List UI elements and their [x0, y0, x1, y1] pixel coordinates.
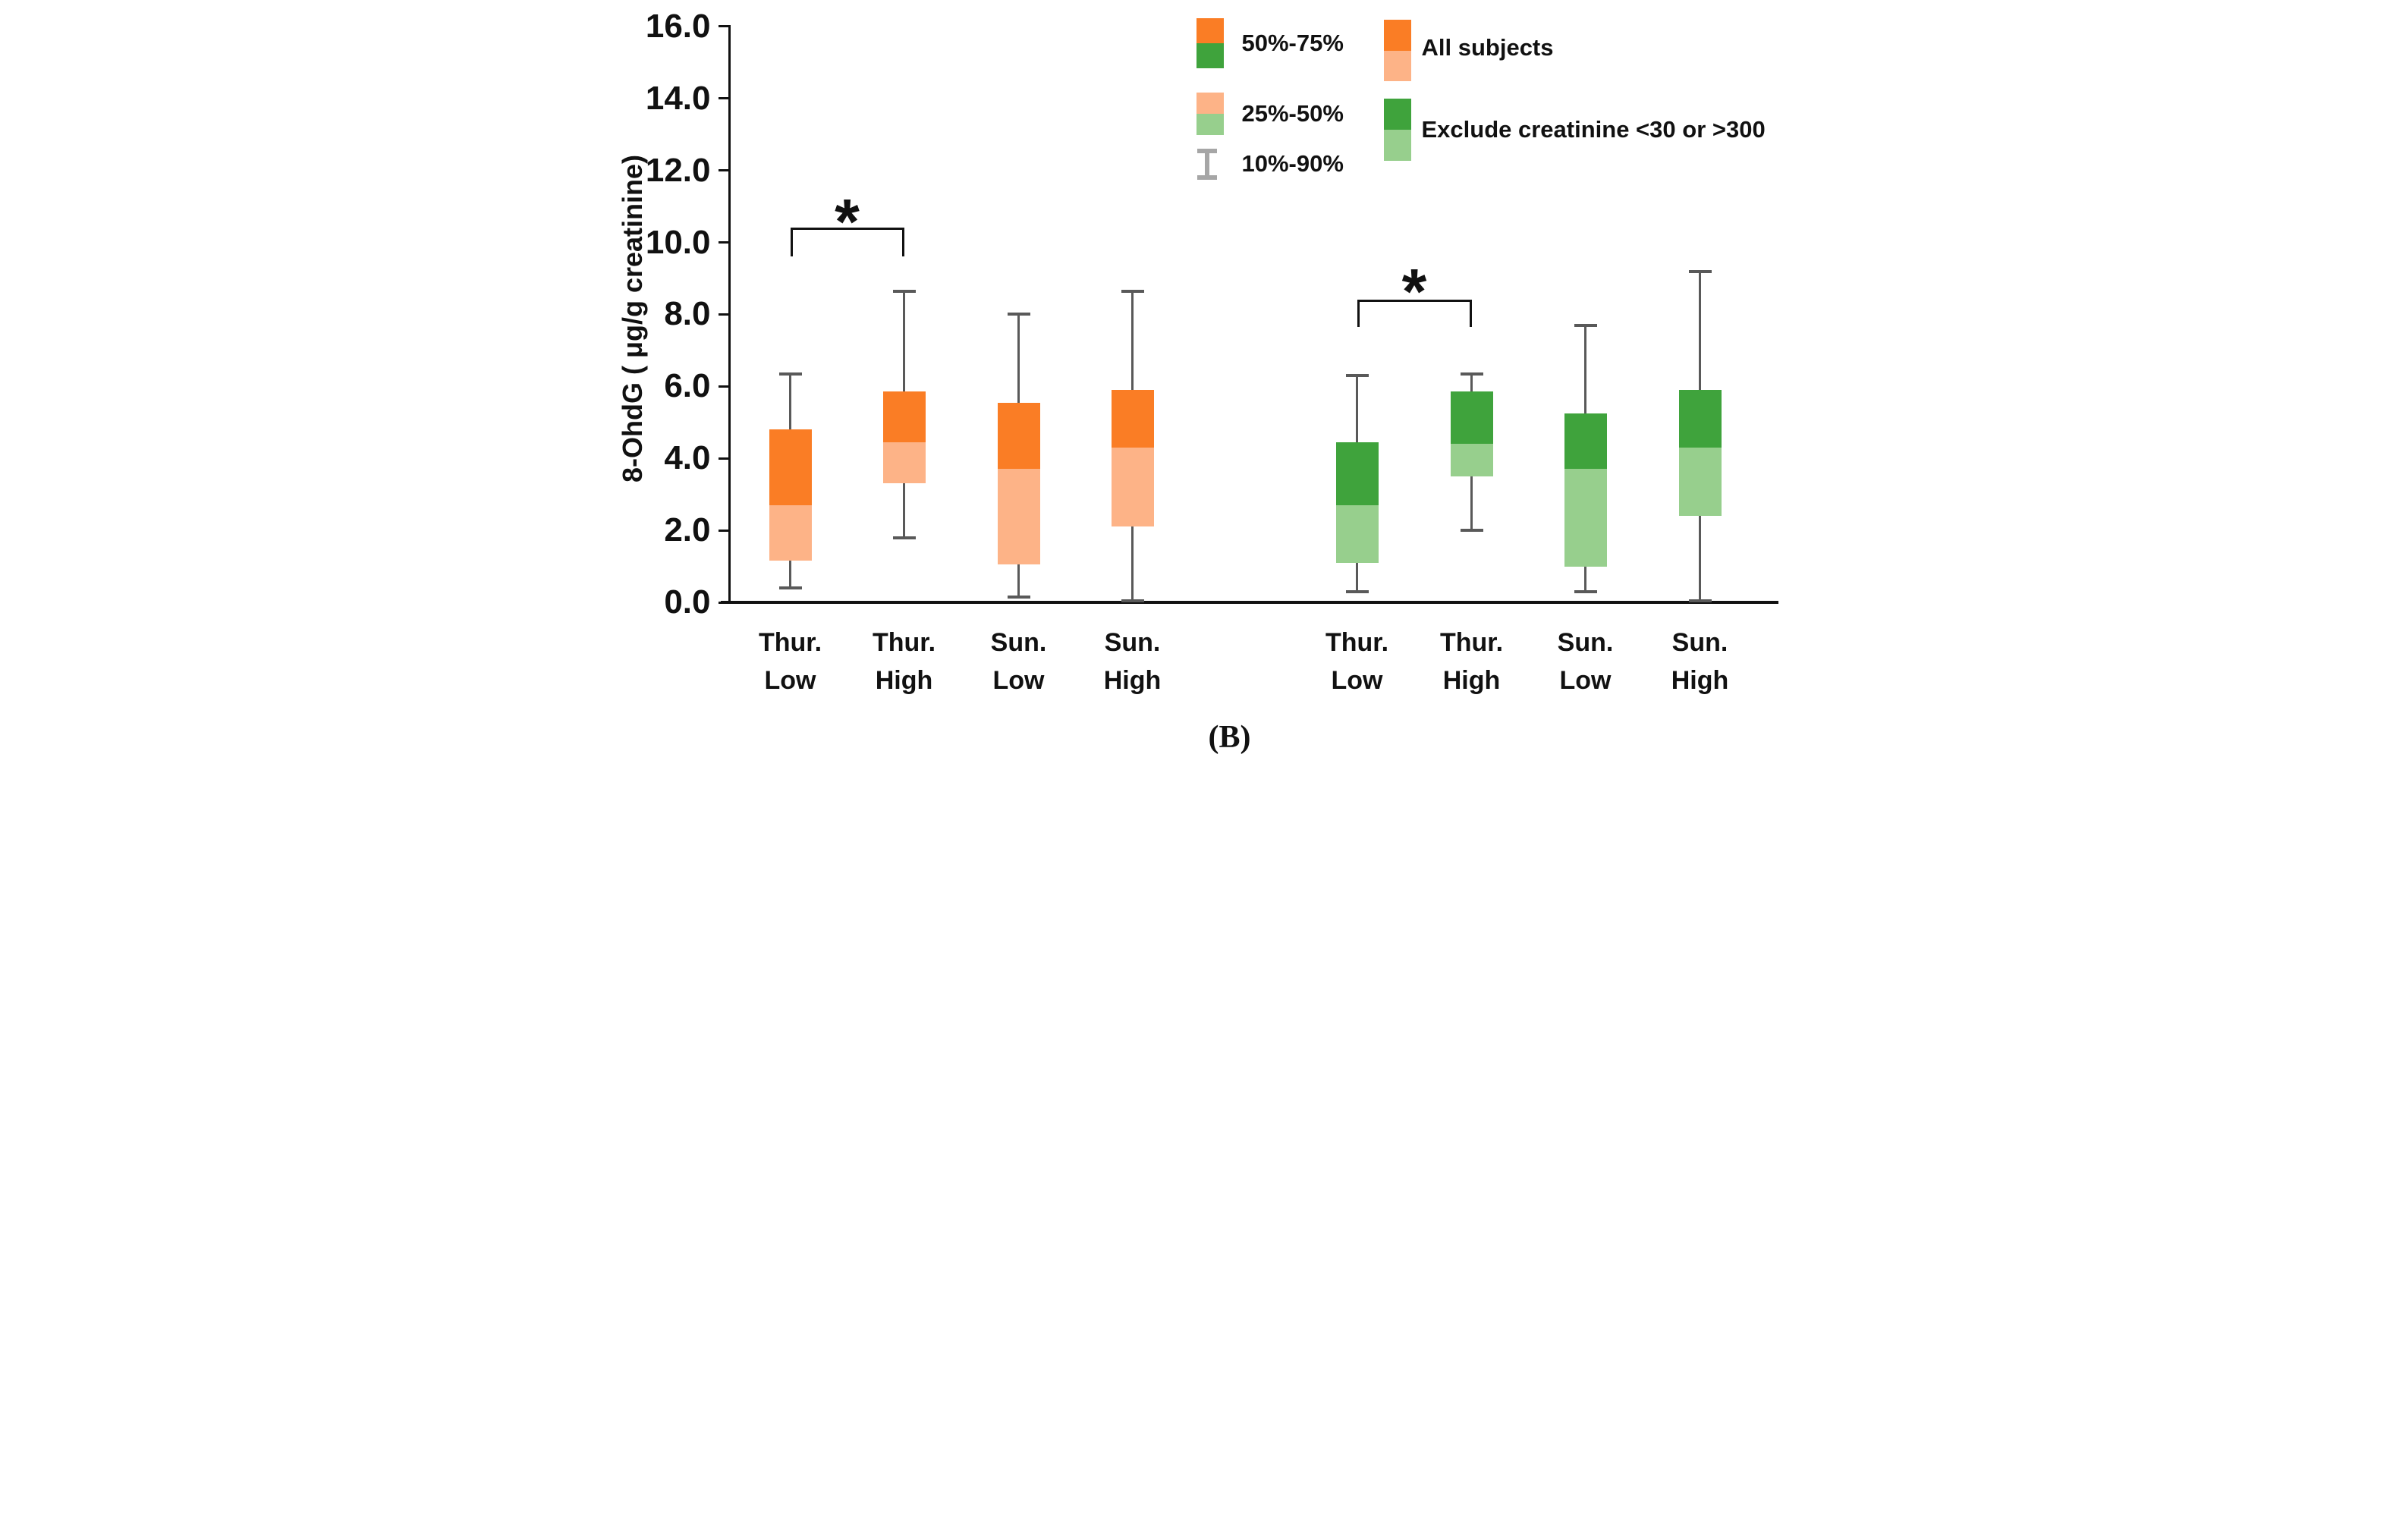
- whisker-cap-p90: [1574, 323, 1597, 327]
- y-tick-label: 16.0: [645, 7, 711, 45]
- x-tick-label-all-subjects-sun-high: Sun. High: [1103, 628, 1162, 695]
- y-tick-label: 14.0: [645, 79, 711, 117]
- box-segment-50-75: [882, 391, 926, 442]
- whisker-cap-p10: [892, 536, 916, 539]
- whisker-cap-p10: [1121, 599, 1144, 602]
- y-tick-mark: [718, 457, 728, 460]
- legend-label: 50%-75%: [1241, 30, 1344, 56]
- legend-series-label: Exclude creatinine <30 or >300: [1421, 116, 1766, 143]
- y-tick-label: 4.0: [664, 439, 711, 477]
- box-segment-50-75: [1111, 390, 1154, 448]
- bracket-left-drop: [790, 228, 793, 256]
- box-segment-50-75: [769, 429, 812, 505]
- box-segment-50-75: [1564, 413, 1607, 470]
- y-tick-label: 8.0: [664, 295, 711, 333]
- box-segment-25-50: [1111, 448, 1154, 527]
- figure-caption: (B): [1208, 720, 1251, 755]
- legend-swatch-bottom: [1196, 43, 1224, 68]
- legend-swatch-top: [1383, 20, 1411, 51]
- whisker-cap-p90: [892, 289, 916, 293]
- bracket-right-drop: [1469, 300, 1472, 327]
- whisker-cap-p90: [778, 372, 802, 376]
- whisker-cap-p90: [1345, 374, 1369, 378]
- x-tick-label-exclude-creatinine-30-or-300-sun-low: Sun. Low: [1557, 628, 1614, 695]
- legend-swatch-bottom: [1196, 114, 1224, 135]
- whisker-cap-p90: [1007, 313, 1030, 316]
- x-tick-label-exclude-creatinine-30-or-300-thur-high: Thur. High: [1439, 628, 1504, 695]
- legend-whisker-cap-top: [1196, 149, 1217, 153]
- whisker-cap-p10: [1345, 589, 1369, 593]
- box-segment-50-75: [1335, 442, 1379, 505]
- x-tick-label-exclude-creatinine-30-or-300-thur-low: Thur. Low: [1325, 628, 1389, 695]
- box-segment-25-50: [997, 469, 1040, 565]
- box-segment-50-75: [1450, 391, 1493, 445]
- bracket-horizontal: [790, 228, 904, 230]
- legend-swatch-bottom: [1383, 130, 1411, 161]
- legend-swatch-top: [1383, 99, 1411, 130]
- box-segment-50-75: [1678, 390, 1722, 448]
- bracket-right-drop: [901, 228, 904, 256]
- bracket-horizontal: [1357, 300, 1472, 302]
- y-tick-label: 0.0: [664, 583, 711, 621]
- legend-label: 25%-50%: [1241, 100, 1344, 127]
- whisker-cap-p90: [1460, 372, 1483, 376]
- whisker-cap-p10: [778, 586, 802, 590]
- whisker-cap-p10: [1574, 589, 1597, 593]
- box-segment-25-50: [882, 442, 926, 484]
- y-tick-mark: [718, 313, 728, 316]
- box-segment-25-50: [769, 504, 812, 561]
- bracket-left-drop: [1357, 300, 1360, 327]
- whisker-cap-p90: [1121, 289, 1144, 293]
- whisker-cap-p10: [1007, 595, 1030, 599]
- significance-star: *: [835, 186, 860, 257]
- x-tick-label-all-subjects-thur-low: Thur. Low: [758, 628, 822, 695]
- y-tick-mark: [718, 529, 728, 532]
- box-segment-50-75: [997, 402, 1040, 470]
- boxplot-figure: 8-OhdG ( μg/g creatinine) 0.0 2.0 4.0 6.0 8.…: [598, 0, 1795, 770]
- y-tick-mark: [718, 385, 728, 388]
- y-tick-label: 12.0: [645, 151, 711, 189]
- y-tick-mark: [718, 97, 728, 100]
- y-tick-label: 6.0: [664, 367, 711, 405]
- legend-label: 10%-90%: [1241, 150, 1344, 177]
- y-tick-label: 10.0: [645, 223, 711, 261]
- y-tick-mark: [718, 241, 728, 244]
- legend-series-label: All subjects: [1421, 34, 1554, 61]
- legend-swatch-bottom: [1383, 50, 1411, 81]
- y-tick-mark: [718, 25, 728, 28]
- x-tick-label-exclude-creatinine-30-or-300-sun-high: Sun. High: [1671, 628, 1729, 695]
- x-axis-line: [720, 601, 1778, 604]
- significance-star: *: [1401, 256, 1427, 327]
- legend-whisker-cap-bottom: [1196, 175, 1217, 180]
- whisker-cap-p90: [1688, 269, 1712, 273]
- whisker-cap-p10: [1688, 599, 1712, 602]
- legend-swatch-top: [1196, 93, 1224, 114]
- y-tick-label: 2.0: [664, 511, 711, 549]
- box-segment-25-50: [1450, 444, 1493, 476]
- y-axis-line: [728, 25, 731, 602]
- box-segment-25-50: [1335, 504, 1379, 563]
- x-tick-label-all-subjects-thur-high: Thur. High: [872, 628, 936, 695]
- x-tick-label-all-subjects-sun-low: Sun. Low: [990, 628, 1047, 695]
- box-segment-25-50: [1678, 448, 1722, 517]
- y-tick-mark: [718, 169, 728, 172]
- box-segment-25-50: [1564, 469, 1607, 567]
- legend-whisker-icon: [1204, 149, 1209, 180]
- whisker-cap-p10: [1460, 529, 1483, 533]
- y-tick-mark: [718, 601, 728, 604]
- legend-swatch-top: [1196, 18, 1224, 43]
